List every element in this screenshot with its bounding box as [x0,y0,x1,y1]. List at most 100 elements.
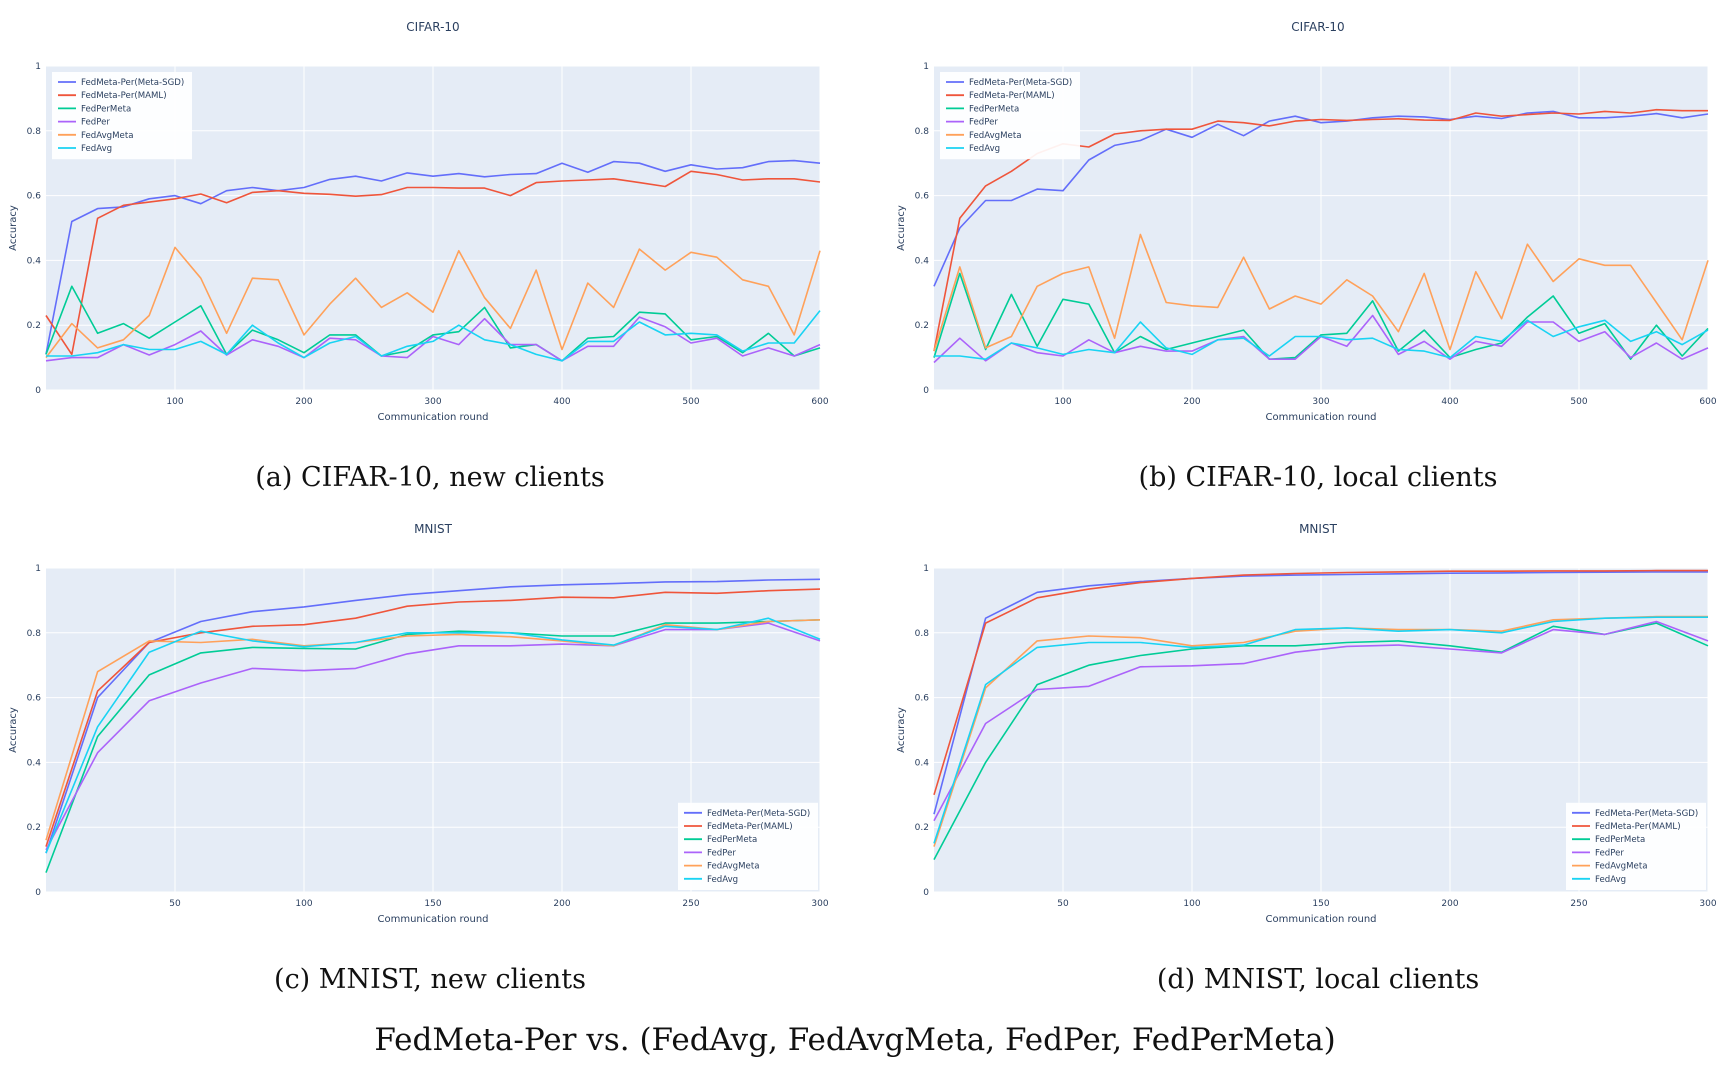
legend-label: FedAvg [707,875,738,885]
x-axis-label: Communication round [377,914,488,925]
series-line-fedmeta-per-maml [45,588,821,847]
y-tick-label: 0.2 [27,823,41,833]
series-line-fedmeta-per-meta-sgd [45,159,821,355]
x-axis-label: Communication round [1265,914,1376,925]
legend-label: FedPer [1595,848,1624,858]
legend-box [940,72,1080,160]
y-tick-label: 0.8 [915,629,930,639]
y-axis-ticks: 0 0.2 0.4 0.6 0.8 1 [27,564,42,898]
subfigure-caption: (a) CIFAR-10, new clients [255,462,604,493]
series-lines [45,578,821,873]
x-tick-label: 500 [1570,397,1587,407]
chart-panel-c-mnist-new-clients: MNIST 50 100 150 200 250 300 0 0.2 0.4 0.6 0.8 1 Comm… [8,522,829,995]
subfigure-caption: (d) MNIST, local clients [1157,964,1479,995]
x-axis-ticks: 50 100 150 200 250 300 [1057,899,1717,909]
legend-label: FedAvgMeta [1595,862,1647,872]
legend-label: FedMeta-Per(Meta-SGD) [707,809,810,819]
legend-label: FedAvgMeta [707,862,759,872]
y-tick-label: 0.2 [915,321,929,331]
y-tick-label: 0.6 [915,694,930,704]
gridlines [934,65,1709,391]
x-tick-label: 150 [424,899,441,909]
legend-label: FedMeta-Per(MAML) [707,822,793,832]
chart-panel-b-cifar10-local-clients: CIFAR-10 100 200 300 400 500 600 0 0.2 0.4 0.6 0.8 1… [896,20,1717,493]
legend-label: FedAvg [1595,875,1626,885]
y-tick-label: 0.6 [915,192,930,202]
x-axis-label: Communication round [1265,412,1376,423]
legend-label: FedAvg [969,144,1000,154]
y-tick-label: 0.6 [27,192,42,202]
legend-label: FedPerMeta [969,104,1019,114]
x-tick-label: 300 [1699,899,1716,909]
legend: FedMeta-Per(Meta-SGD) FedMeta-Per(MAML) Fe… [940,72,1080,160]
legend-label: FedPerMeta [1595,835,1645,845]
x-tick-label: 200 [295,397,312,407]
x-tick-label: 300 [424,397,441,407]
series-lines [933,569,1709,860]
figure-caption: FedMeta-Per vs. (FedAvg, FedAvgMeta, Fed… [374,1022,1335,1058]
series-line-fedavgmeta [933,233,1709,352]
legend-label: FedPer [969,118,998,128]
chart-title: MNIST [414,522,452,536]
series-line-fedavg [934,319,1709,361]
y-axis-label: Accuracy [8,707,19,753]
y-tick-label: 0 [923,386,929,396]
chart-title: CIFAR-10 [406,20,459,34]
legend-label: FedMeta-Per(Meta-SGD) [1595,809,1698,819]
legend-label: FedMeta-Per(Meta-SGD) [81,78,184,88]
x-tick-label: 300 [811,899,828,909]
chart-panel-a-cifar10-new-clients: CIFAR-10 100 200 300 400 500 600 0 0.2 0.4 0.6 0.8 1… [8,20,829,493]
y-axis-label: Accuracy [896,707,907,753]
y-axis-ticks: 0 0.2 0.4 0.6 0.8 1 [27,62,42,396]
series-line-fedmeta-per-meta-sgd [45,578,821,854]
y-tick-label: 0 [923,888,929,898]
x-tick-label: 600 [811,397,828,407]
series-line-fedper [45,622,821,851]
x-tick-label: 250 [682,899,699,909]
y-tick-label: 1 [923,62,929,72]
legend-label: FedAvgMeta [969,131,1021,141]
x-tick-label: 400 [553,397,570,407]
x-tick-label: 100 [1054,397,1071,407]
legend-label: FedPer [81,118,110,128]
y-tick-label: 0.4 [915,256,930,266]
y-tick-label: 1 [923,564,929,574]
legend: FedMeta-Per(Meta-SGD) FedMeta-Per(MAML) Fe… [678,802,818,890]
y-tick-label: 0.8 [915,127,930,137]
x-tick-label: 500 [682,397,699,407]
chart-title: CIFAR-10 [1291,20,1344,34]
legend-box [1566,802,1706,890]
x-axis-ticks: 50 100 150 200 250 300 [169,899,829,909]
legend-label: FedAvgMeta [81,131,133,141]
legend-label: FedPerMeta [81,104,131,114]
series-line-fedmeta-per-meta-sgd [933,110,1709,287]
x-tick-label: 100 [166,397,183,407]
series-line-fedper [933,620,1709,822]
y-tick-label: 0.4 [915,758,930,768]
legend-label: FedAvg [81,144,112,154]
y-tick-label: 0.6 [27,694,42,704]
series-line-fedavg [45,617,821,854]
subfigure-caption: (c) MNIST, new clients [274,964,586,995]
series-line-fedavg [933,616,1708,844]
series-line-fedpermeta [933,622,1709,860]
x-tick-label: 150 [1312,899,1329,909]
series-line-fedmeta-per-meta-sgd [933,571,1708,815]
legend-box [678,802,818,890]
y-tick-label: 0.2 [27,321,41,331]
x-tick-label: 50 [1057,899,1069,909]
x-tick-label: 600 [1699,397,1716,407]
legend-box [52,72,192,160]
y-tick-label: 0.8 [27,127,42,137]
chart-panel-d-mnist-local-clients: MNIST 50 100 150 200 250 300 0 0.2 0.4 0.6 0.8 1 Comm… [896,522,1717,995]
chart-title: MNIST [1299,522,1337,536]
series-line-fedpermeta [933,272,1709,361]
y-axis-label: Accuracy [8,205,19,251]
y-tick-label: 0.4 [27,256,42,266]
x-tick-label: 100 [295,899,312,909]
series-line-fedpermeta [45,285,821,362]
series-line-fedper [45,316,821,362]
legend-label: FedPer [707,848,736,858]
y-tick-label: 0 [35,888,41,898]
legend: FedMeta-Per(Meta-SGD) FedMeta-Per(MAML) Fe… [1566,802,1706,890]
